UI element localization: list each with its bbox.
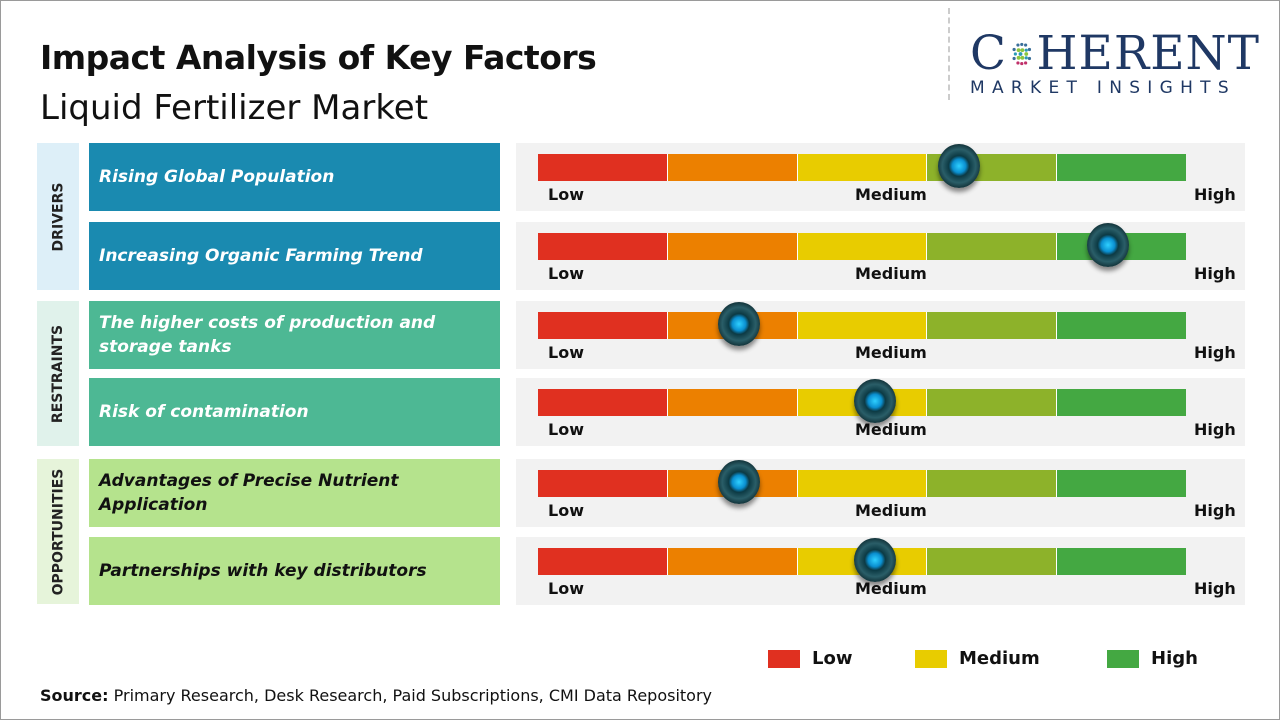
gauge-segment	[797, 470, 928, 497]
gauge-segment	[927, 470, 1058, 497]
gauge-segment	[1057, 389, 1186, 416]
gauge-segment	[1057, 154, 1186, 181]
gauge-segment	[538, 233, 668, 260]
gauge-segment	[538, 154, 668, 181]
gauge-segment	[927, 312, 1058, 339]
gauge-medium-label: Medium	[855, 579, 927, 598]
legend-label: Low	[812, 648, 853, 669]
gauge-low-label: Low	[548, 420, 584, 439]
impact-gauge: Low Medium High	[516, 537, 1245, 605]
gauge-low-label: Low	[548, 501, 584, 520]
factor-label: Rising Global Population	[89, 143, 500, 211]
impact-marker	[853, 379, 896, 423]
gauge-bar	[538, 233, 1186, 260]
gauge-segment	[797, 312, 928, 339]
gauge-segment	[927, 233, 1058, 260]
gauge-high-label: High	[1194, 185, 1236, 204]
factor-label: Increasing Organic Farming Trend	[89, 222, 500, 290]
legend-medium: Medium	[915, 648, 1040, 669]
legend-swatch-medium	[915, 649, 947, 668]
gauge-bar	[538, 470, 1186, 497]
impact-gauge: Low Medium High	[516, 143, 1245, 211]
gauge-low-label: Low	[548, 264, 584, 283]
gauge-high-label: High	[1194, 501, 1236, 520]
source-text: Primary Research, Desk Research, Paid Su…	[108, 686, 712, 705]
gauge-segment	[797, 154, 928, 181]
page-title: Impact Analysis of Key Factors	[40, 38, 597, 77]
impact-marker	[1087, 223, 1130, 267]
divider	[948, 8, 950, 100]
gauge-bar	[538, 548, 1186, 575]
gauge-segment	[538, 548, 668, 575]
factor-label: Risk of contamination	[89, 378, 500, 446]
impact-gauge: Low Medium High	[516, 222, 1245, 290]
impact-marker	[717, 302, 760, 346]
impact-marker	[938, 144, 981, 188]
factor-label: Partnerships with key distributors	[89, 537, 500, 605]
impact-gauge: Low Medium High	[516, 459, 1245, 527]
gauge-segment	[1057, 312, 1186, 339]
impact-gauge: Low Medium High	[516, 378, 1245, 446]
logo-text-rest: HERENT	[1036, 26, 1260, 81]
category-drivers: DRIVERS	[37, 143, 79, 290]
legend-label: Medium	[959, 648, 1040, 669]
gauge-segment	[667, 233, 798, 260]
legend-high: High	[1107, 648, 1198, 669]
gauge-low-label: Low	[548, 185, 584, 204]
gauge-segment	[1057, 470, 1186, 497]
gauge-bar	[538, 389, 1186, 416]
legend-label: High	[1151, 648, 1198, 669]
globe-icon	[1012, 42, 1032, 66]
gauge-low-label: Low	[548, 343, 584, 362]
gauge-segment	[538, 312, 668, 339]
logo-subtext: MARKET INSIGHTS	[970, 78, 1236, 98]
gauge-segment	[927, 548, 1058, 575]
gauge-medium-label: Medium	[855, 420, 927, 439]
gauge-medium-label: Medium	[855, 185, 927, 204]
gauge-segment	[667, 154, 798, 181]
gauge-high-label: High	[1194, 343, 1236, 362]
gauge-segment	[667, 389, 798, 416]
category-opportunities: OPPORTUNITIES	[37, 459, 79, 604]
gauge-high-label: High	[1194, 579, 1236, 598]
factor-label: Advantages of Precise Nutrient Applicati…	[89, 459, 500, 527]
category-restraints: RESTRAINTS	[37, 301, 79, 446]
legend-swatch-low	[768, 649, 800, 668]
gauge-low-label: Low	[548, 579, 584, 598]
gauge-segment	[927, 389, 1058, 416]
coherent-logo: C HERENT MARKET INSIGHTS	[970, 26, 1260, 99]
category-label: RESTRAINTS	[50, 324, 66, 423]
impact-marker	[717, 460, 760, 504]
gauge-high-label: High	[1194, 420, 1236, 439]
gauge-medium-label: Medium	[855, 264, 927, 283]
gauge-high-label: High	[1194, 264, 1236, 283]
legend-swatch-high	[1107, 649, 1139, 668]
gauge-segment	[797, 233, 928, 260]
gauge-segment	[538, 470, 668, 497]
gauge-bar	[538, 154, 1186, 181]
legend-low: Low	[768, 648, 852, 669]
gauge-medium-label: Medium	[855, 343, 927, 362]
source-note: Source: Primary Research, Desk Research,…	[40, 686, 712, 705]
gauge-segment	[538, 389, 668, 416]
gauge-medium-label: Medium	[855, 501, 927, 520]
gauge-segment	[1057, 548, 1186, 575]
factor-label: The higher costs of production and stora…	[89, 301, 500, 369]
category-label: DRIVERS	[50, 182, 66, 251]
page-subtitle: Liquid Fertilizer Market	[40, 88, 429, 128]
gauge-segment	[667, 548, 798, 575]
impact-gauge: Low Medium High	[516, 301, 1245, 369]
gauge-bar	[538, 312, 1186, 339]
source-label: Source:	[40, 686, 109, 705]
impact-marker	[853, 538, 896, 582]
category-label: OPPORTUNITIES	[50, 468, 67, 595]
logo-text-c: C	[970, 26, 1007, 81]
